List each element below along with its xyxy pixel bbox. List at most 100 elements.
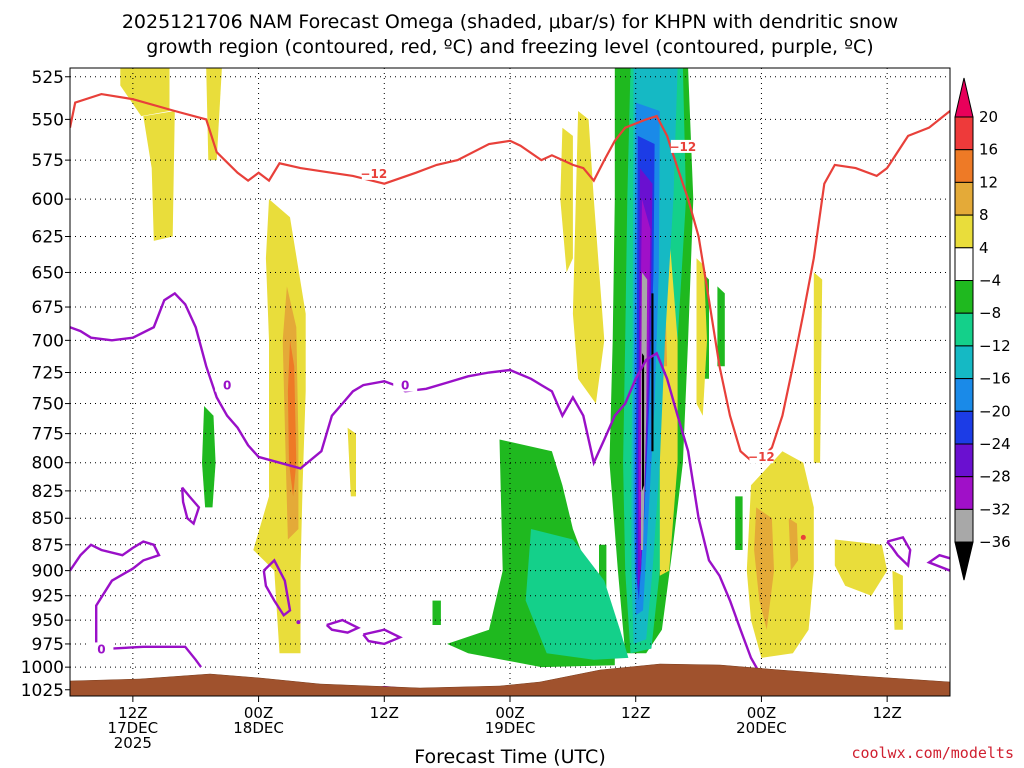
y-tick-label: 675 bbox=[32, 298, 64, 318]
colorbar-swatch bbox=[954, 410, 974, 445]
colorbar-label: −36 bbox=[979, 533, 1011, 551]
y-tick-label: 925 bbox=[32, 587, 64, 607]
freezing-level-contour-label-bg bbox=[393, 378, 418, 392]
omega-region-orange bbox=[788, 518, 799, 571]
colorbar-label: −24 bbox=[979, 435, 1011, 453]
dgz-contour-label: −12 bbox=[360, 167, 387, 181]
omega-region-green bbox=[432, 600, 441, 625]
omega-region-yellow bbox=[120, 68, 170, 117]
colorbar-label: 4 bbox=[979, 239, 989, 257]
colorbar-swatch bbox=[954, 214, 974, 249]
y-tick-label: 800 bbox=[32, 454, 64, 474]
x-tick-label: 19DEC bbox=[485, 719, 536, 737]
omega-region-green bbox=[735, 496, 743, 550]
omega-region-dark-orange bbox=[287, 340, 297, 497]
x-tick-label: 18DEC bbox=[233, 719, 284, 737]
omega-region-teal bbox=[525, 529, 629, 660]
y-tick-label: 525 bbox=[32, 68, 64, 88]
colorbar-label: −12 bbox=[979, 337, 1011, 355]
y-tick-label: 1000 bbox=[21, 658, 64, 678]
chart-title-line-2: growth region (contoured, red, ºC) and f… bbox=[146, 36, 873, 58]
x-tick-label: 00Z bbox=[747, 704, 776, 722]
omega-region-green bbox=[202, 406, 216, 508]
terrain-surface bbox=[70, 663, 950, 696]
omega-region-yellow bbox=[834, 539, 888, 596]
y-tick-label: 1025 bbox=[21, 681, 64, 701]
freezing-level-contour-line bbox=[180, 486, 201, 526]
x-tick-label: 2025 bbox=[114, 734, 152, 752]
freezing-level-contour-line bbox=[262, 558, 292, 618]
freezing-level-contour-line bbox=[362, 628, 403, 646]
y-tick-label: 600 bbox=[32, 190, 64, 210]
y-tick-label: 875 bbox=[32, 536, 64, 556]
omega-region-green bbox=[717, 286, 725, 367]
omega-shaded-field bbox=[120, 68, 903, 668]
colorbar-swatch bbox=[954, 508, 974, 543]
dgz-contour-dot bbox=[800, 534, 806, 540]
colorbar-label: 20 bbox=[979, 108, 998, 126]
freezing-level-contour-label-bg bbox=[89, 642, 114, 656]
gridlines bbox=[70, 68, 950, 696]
colorbar-label: 8 bbox=[979, 206, 989, 224]
dgz-contour-label: −12 bbox=[748, 450, 775, 464]
colorbar-label: −32 bbox=[979, 500, 1011, 518]
dgz-contour-label: −12 bbox=[669, 140, 696, 154]
omega-region-black bbox=[651, 293, 654, 452]
colorbar-swatch bbox=[954, 345, 974, 380]
colorbar-label: −28 bbox=[979, 468, 1011, 486]
freezing-level-contour-label: 0 bbox=[401, 379, 409, 393]
omega-region-yellow bbox=[696, 258, 707, 416]
freezing-level-contour-line bbox=[926, 553, 950, 572]
dgz-contour-label-bg bbox=[361, 166, 386, 180]
y-tick-label: 775 bbox=[32, 425, 64, 445]
omega-region-yellow bbox=[892, 570, 903, 630]
y-tick-label: 650 bbox=[32, 263, 64, 283]
colorbar-swatch bbox=[954, 181, 974, 216]
colorbar-top-arrow bbox=[954, 77, 974, 118]
colorbar-swatch bbox=[954, 280, 974, 314]
omega-region-yellow bbox=[347, 427, 356, 497]
colorbar-swatch bbox=[954, 476, 974, 510]
y-tick-label: 975 bbox=[32, 635, 64, 655]
x-tick-label: 12Z bbox=[872, 704, 901, 722]
colorbar-label: 12 bbox=[979, 173, 998, 191]
y-axis: 525 550 575 600 625 650 675 700 725 750 775 800 825 8… bbox=[21, 68, 70, 701]
dgz-contour-label-bg bbox=[749, 450, 774, 464]
omega-region-yellow bbox=[572, 111, 605, 404]
y-tick-label: 950 bbox=[32, 611, 64, 631]
dgz-contour-label-bg bbox=[670, 139, 695, 153]
y-tick-label: 900 bbox=[32, 562, 64, 582]
freezing-level-contour-dot bbox=[296, 620, 301, 625]
colorbar-swatch bbox=[954, 312, 974, 347]
omega-region-yellow bbox=[813, 272, 823, 463]
colorbar-label: −8 bbox=[979, 304, 1001, 322]
freezing-level-contour-label: 0 bbox=[97, 642, 105, 656]
colorbar-swatch bbox=[954, 443, 974, 478]
freezing-level-contour-label-bg bbox=[215, 378, 240, 392]
y-tick-label: 725 bbox=[32, 363, 64, 383]
contour-lines: −12 −12 −12 0 0 0 bbox=[70, 92, 950, 696]
colorbar-label: −4 bbox=[979, 272, 1001, 290]
y-tick-label: 750 bbox=[32, 395, 64, 415]
y-tick-label: 700 bbox=[32, 331, 64, 351]
freezing-level-contour-line bbox=[886, 536, 912, 569]
x-tick-label: 12Z bbox=[370, 704, 399, 722]
x-tick-label: 00Z bbox=[495, 704, 524, 722]
colorbar: 20 16 12 8 4 −4 −8 −12 −16 −20 −24 −28 −32 −36 bbox=[954, 77, 1011, 581]
colorbar-label: 16 bbox=[979, 141, 998, 159]
y-tick-label: 825 bbox=[32, 482, 64, 502]
dgz-contour-line bbox=[70, 92, 950, 462]
x-tick-label: 12Z bbox=[118, 704, 147, 722]
y-tick-label: 550 bbox=[32, 110, 64, 130]
colorbar-label: −16 bbox=[979, 370, 1011, 388]
omega-region-black bbox=[642, 353, 645, 491]
y-tick-label: 625 bbox=[32, 228, 64, 248]
omega-region-yellow bbox=[206, 68, 222, 161]
y-tick-label: 575 bbox=[32, 151, 64, 171]
x-tick-label: 20DEC bbox=[736, 719, 787, 737]
colorbar-swatch bbox=[954, 247, 974, 282]
omega-region-orange bbox=[754, 507, 774, 630]
colorbar-swatch bbox=[954, 149, 974, 183]
